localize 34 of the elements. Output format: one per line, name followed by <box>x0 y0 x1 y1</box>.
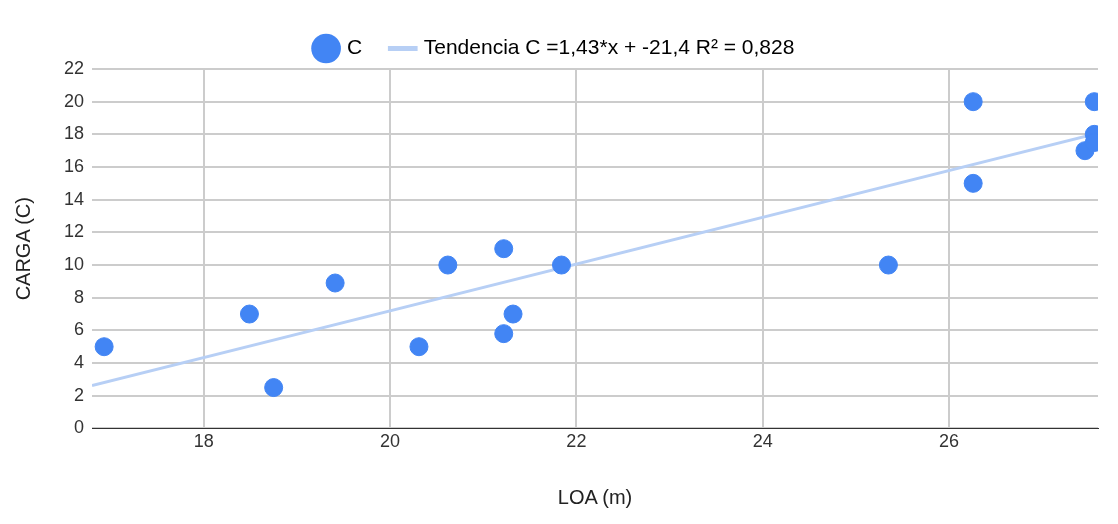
y-tick-label: 8 <box>74 286 85 307</box>
point <box>963 92 983 112</box>
y-tick-label: 6 <box>74 319 85 340</box>
legend-label: C <box>347 35 363 59</box>
x-tick-label: 18 <box>193 431 214 452</box>
point <box>494 324 514 344</box>
x-tick-label: 26 <box>938 431 959 452</box>
y-tick-label: 22 <box>63 57 85 78</box>
y-tick-label: 16 <box>63 155 85 176</box>
point <box>878 255 898 275</box>
y-tick-label: 12 <box>63 221 85 242</box>
point <box>264 378 284 398</box>
x-tick-label: 22 <box>566 431 587 452</box>
y-tick-label: 18 <box>63 123 85 144</box>
legend-label: Tendencia C =1,43*x + -21,4 R² = 0,828 <box>423 35 795 59</box>
point <box>494 239 514 259</box>
point <box>409 337 429 357</box>
point <box>551 255 571 275</box>
y-tick-label: 4 <box>74 352 85 373</box>
point <box>503 304 523 324</box>
y-tick-label: 10 <box>63 254 85 275</box>
y-tick-label: 14 <box>63 188 85 209</box>
point <box>438 255 458 275</box>
x-axis-title: LOA (m) <box>557 485 633 508</box>
y-tick-label: 20 <box>63 90 85 111</box>
y-axis-title: CARGA (C) <box>11 197 34 301</box>
y-tick-label: 2 <box>74 384 85 405</box>
point <box>963 173 983 193</box>
y-tick-label: 0 <box>74 417 85 438</box>
point <box>94 337 114 357</box>
x-tick-label: 24 <box>752 431 773 452</box>
point <box>325 273 345 293</box>
point <box>239 304 259 324</box>
x-tick-label: 20 <box>380 431 401 452</box>
